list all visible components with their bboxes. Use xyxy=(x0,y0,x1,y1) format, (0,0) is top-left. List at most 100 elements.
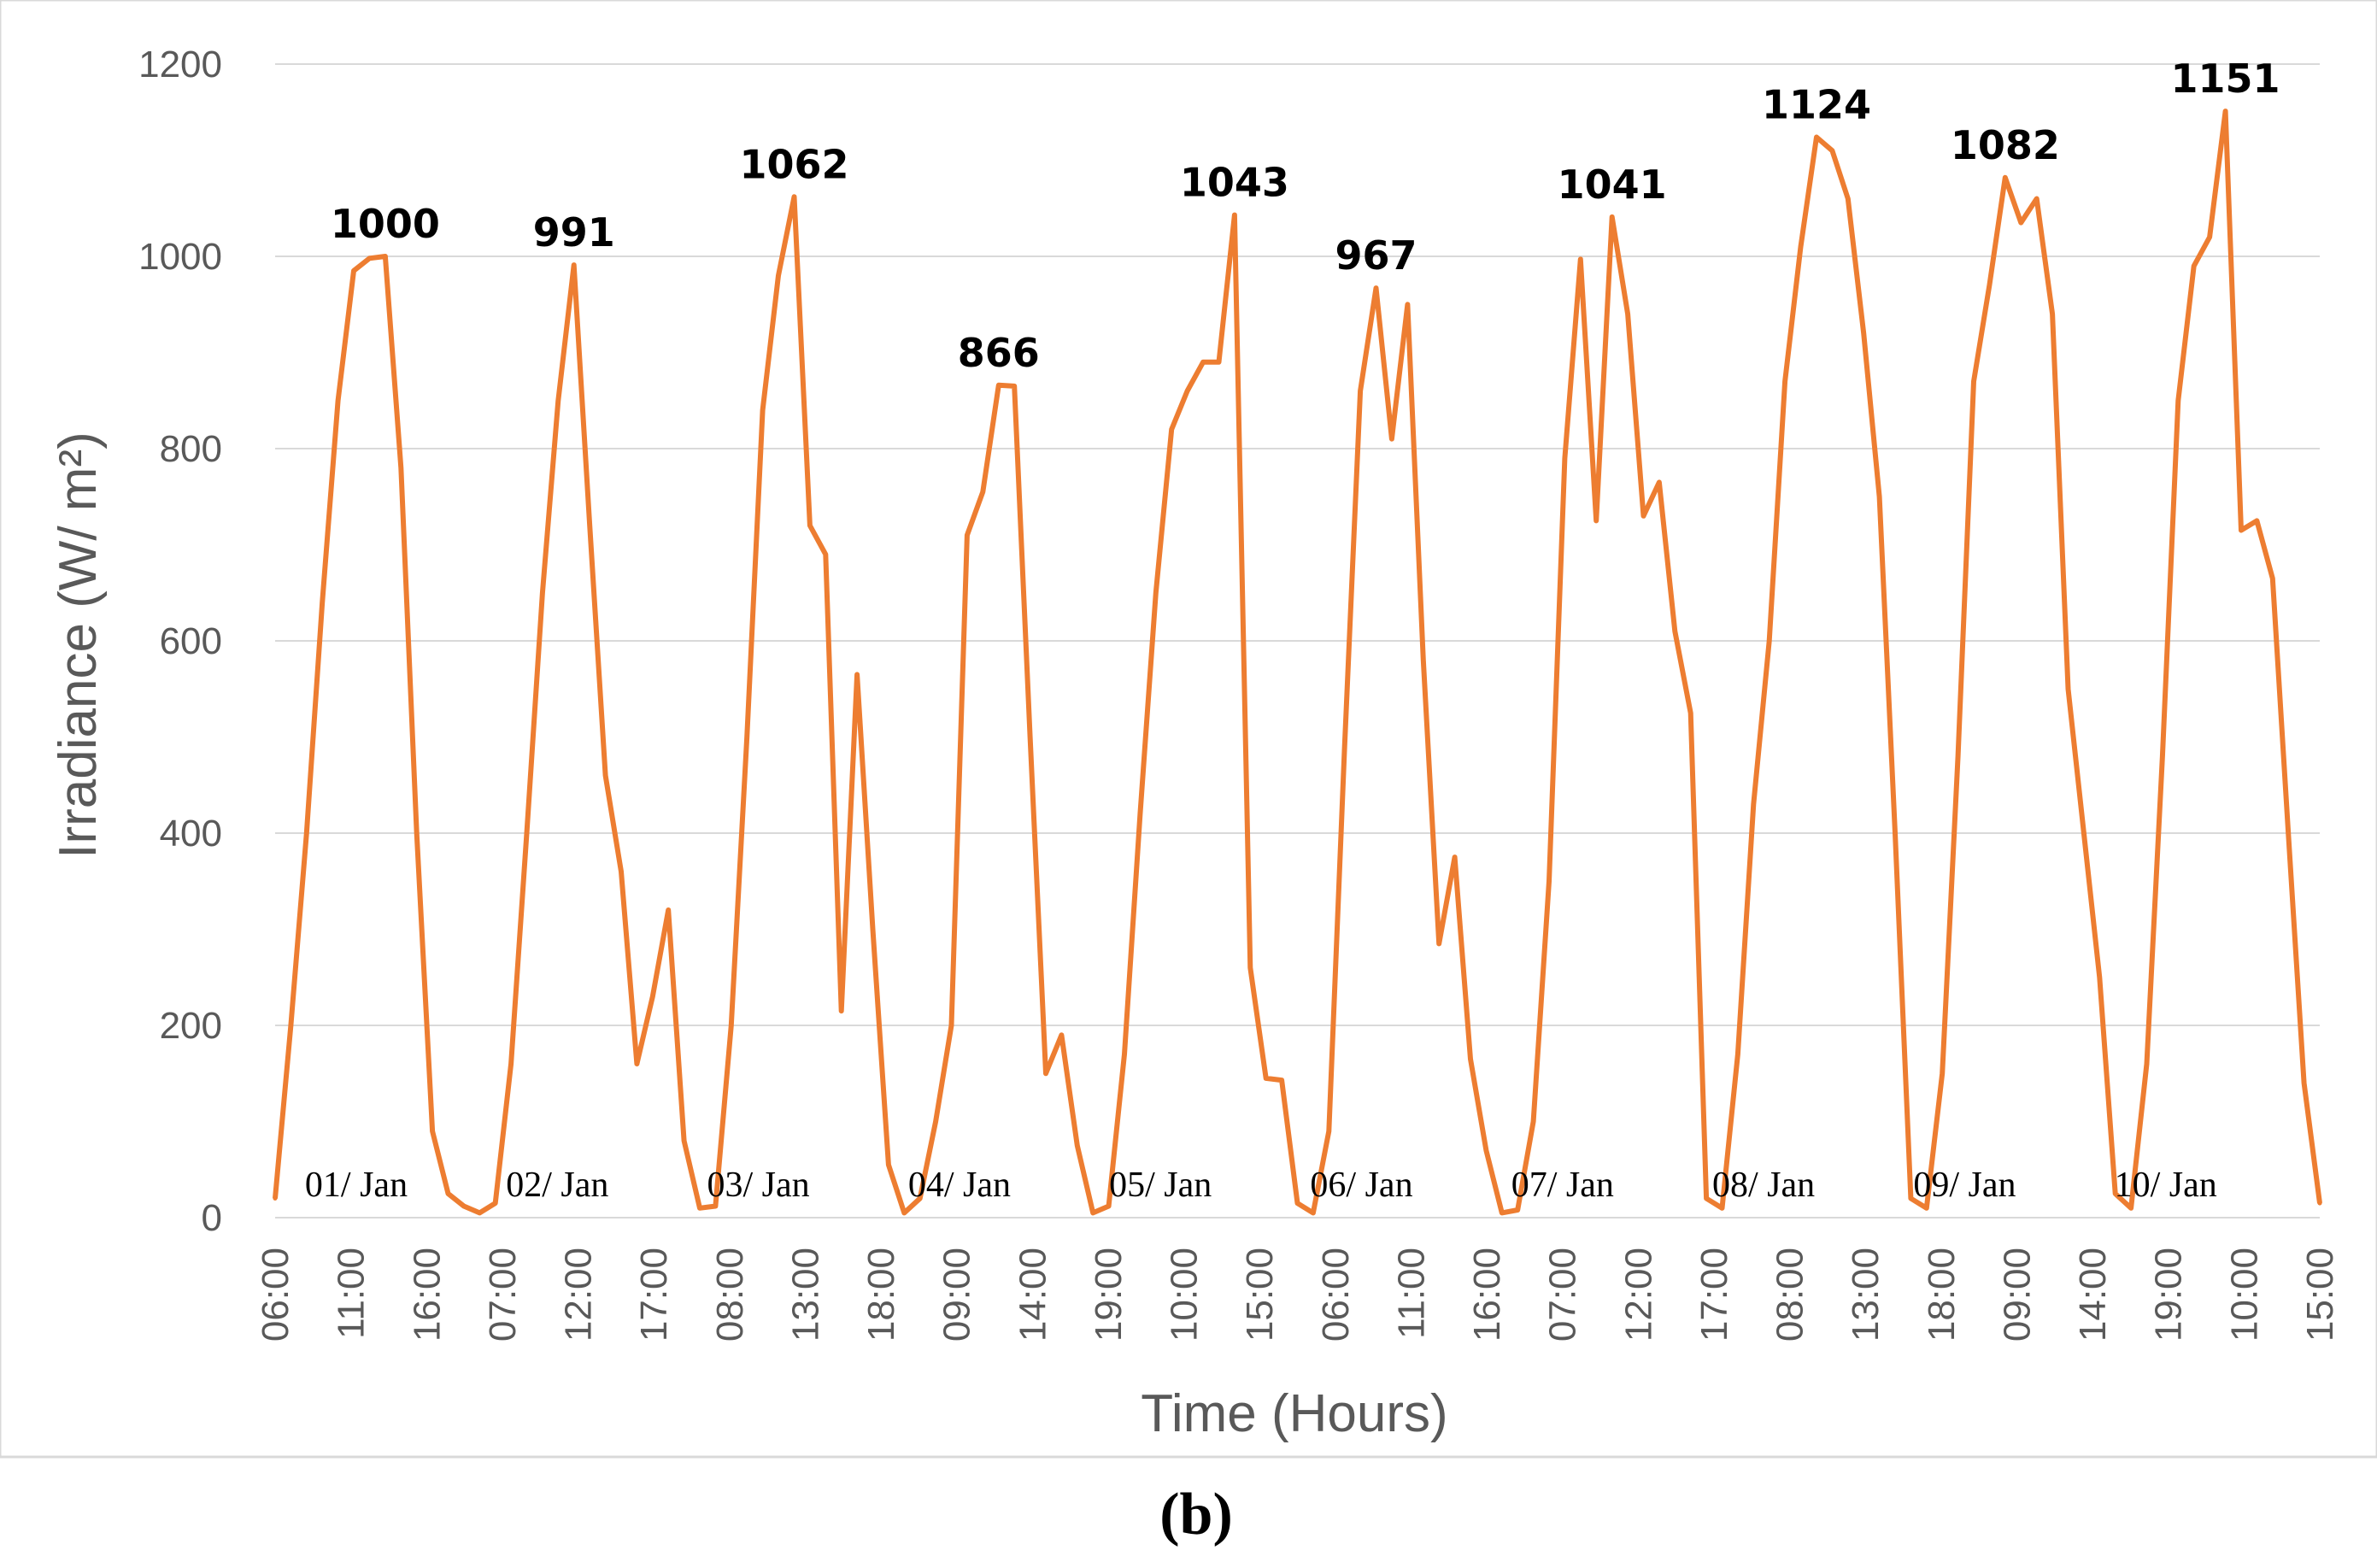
x-tick-label-2: 16:00 xyxy=(406,1248,448,1342)
data-point-4 xyxy=(336,398,341,403)
data-point-0 xyxy=(273,1196,278,1201)
data-point-106 xyxy=(1940,1071,1945,1076)
data-point-58 xyxy=(1185,389,1190,393)
data-point-32 xyxy=(776,273,781,278)
y-tick-label-200: 200 xyxy=(160,1005,222,1047)
data-point-102 xyxy=(1877,494,1882,499)
data-point-79 xyxy=(1515,1207,1520,1213)
x-tick-label-24: 14:00 xyxy=(2072,1248,2114,1342)
data-point-56 xyxy=(1153,590,1159,596)
data-point-68 xyxy=(1342,744,1347,749)
data-point-71 xyxy=(1389,437,1394,442)
day-label-8: 08/ Jan xyxy=(1712,1166,1815,1205)
data-point-88 xyxy=(1657,479,1662,484)
y-axis-ticks: 0 200 400 600 800 1000 1200 xyxy=(138,44,222,1239)
peak-label-6: 967 xyxy=(1335,232,1417,279)
x-tick-label-4: 12:00 xyxy=(558,1248,600,1342)
data-point-16 xyxy=(525,831,530,836)
data-point-53 xyxy=(1106,1204,1112,1208)
data-point-43 xyxy=(949,1023,954,1028)
day-labels: 01/ Jan 02/ Jan 03/ Jan 04/ Jan 05/ Jan 06/ J… xyxy=(305,1166,2217,1205)
x-tick-label-26: 10:00 xyxy=(2223,1248,2265,1342)
data-point-100 xyxy=(1846,197,1851,201)
data-point-54 xyxy=(1122,1052,1127,1057)
data-point-42 xyxy=(933,1119,938,1124)
x-tick-label-19: 17:00 xyxy=(1693,1248,1735,1342)
data-point-114 xyxy=(2065,686,2070,691)
data-point-98 xyxy=(1814,135,1819,139)
data-point-105 xyxy=(1924,1206,1929,1211)
data-point-10 xyxy=(430,1129,435,1134)
data-point-52 xyxy=(1090,1210,1095,1215)
data-point-51 xyxy=(1075,1143,1080,1148)
data-point-126 xyxy=(2254,518,2259,523)
peak-label-5: 1043 xyxy=(1180,160,1289,206)
x-axis-title: Time (Hours) xyxy=(1141,1384,1447,1443)
day-label-9: 09/ Jan xyxy=(1913,1166,2016,1205)
data-point-104 xyxy=(1908,1196,1913,1201)
data-point-33 xyxy=(791,194,796,199)
data-point-76 xyxy=(1468,1056,1473,1061)
data-point-65 xyxy=(1295,1201,1300,1206)
data-point-115 xyxy=(2081,831,2086,836)
figure-caption: (b) xyxy=(1159,1482,1233,1547)
peak-label-3: 1062 xyxy=(739,141,848,187)
data-point-35 xyxy=(823,552,828,557)
data-point-67 xyxy=(1326,1129,1331,1134)
x-tick-label-22: 18:00 xyxy=(1921,1248,1963,1342)
data-point-89 xyxy=(1672,629,1677,634)
peak-labels: 1000 991 1062 866 1043 967 1041 1124 1082 1151 xyxy=(331,56,2280,376)
data-point-26 xyxy=(682,1138,687,1143)
y-tick-label-400: 400 xyxy=(160,813,222,854)
x-tick-label-14: 06:00 xyxy=(1315,1248,1357,1342)
data-point-49 xyxy=(1043,1071,1048,1076)
data-point-125 xyxy=(2239,528,2244,533)
day-label-3: 03/ Jan xyxy=(707,1166,810,1205)
day-label-7: 07/ Jan xyxy=(1511,1166,1614,1205)
day-label-5: 05/ Jan xyxy=(1109,1166,1212,1205)
data-point-38 xyxy=(870,927,875,931)
data-point-44 xyxy=(965,532,970,537)
data-point-95 xyxy=(1767,638,1772,643)
data-point-93 xyxy=(1735,1052,1740,1057)
data-point-109 xyxy=(1987,283,1992,288)
data-point-7 xyxy=(383,254,388,259)
data-point-1 xyxy=(288,1023,293,1028)
x-tick-label-5: 17:00 xyxy=(633,1248,675,1342)
data-point-69 xyxy=(1358,389,1363,393)
data-point-47 xyxy=(1012,384,1017,389)
y-tick-label-1000: 1000 xyxy=(138,236,222,278)
data-point-62 xyxy=(1247,966,1253,970)
data-point-92 xyxy=(1720,1206,1725,1211)
x-tick-label-12: 10:00 xyxy=(1164,1248,1206,1342)
data-point-117 xyxy=(2113,1191,2118,1196)
peak-label-7: 1041 xyxy=(1558,161,1667,208)
day-label-10: 10/ Jan xyxy=(2115,1166,2217,1205)
x-tick-label-23: 09:00 xyxy=(1996,1248,2038,1342)
peak-label-4: 866 xyxy=(958,330,1040,376)
data-point-82 xyxy=(1562,455,1567,461)
x-tick-label-1: 11:00 xyxy=(331,1248,373,1339)
data-point-130 xyxy=(2317,1201,2322,1206)
data-point-59 xyxy=(1200,360,1206,365)
data-point-81 xyxy=(1547,878,1552,884)
data-point-8 xyxy=(398,466,403,470)
data-point-124 xyxy=(2223,109,2228,114)
data-point-75 xyxy=(1453,854,1458,860)
data-point-99 xyxy=(1829,148,1834,153)
x-tick-label-8: 18:00 xyxy=(860,1248,902,1342)
data-point-129 xyxy=(2302,1081,2307,1085)
data-point-9 xyxy=(414,831,420,836)
data-point-64 xyxy=(1279,1078,1284,1083)
data-point-3 xyxy=(320,600,325,605)
data-point-118 xyxy=(2128,1206,2133,1211)
data-point-101 xyxy=(1861,331,1866,336)
peak-label-8: 1124 xyxy=(1762,82,1871,128)
data-point-57 xyxy=(1169,427,1174,432)
peak-label-1: 1000 xyxy=(331,201,440,247)
x-tick-label-18: 12:00 xyxy=(1617,1248,1659,1342)
data-point-31 xyxy=(760,408,766,413)
data-point-94 xyxy=(1751,802,1756,807)
